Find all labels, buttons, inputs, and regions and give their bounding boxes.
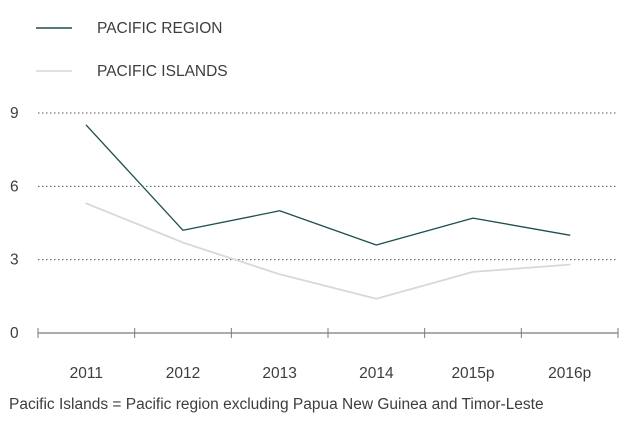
x-tick-label-2011: 2011 <box>70 365 103 382</box>
y-tick-label-3: 3 <box>10 252 19 269</box>
series-line-pacific-islands <box>85 202 571 300</box>
y-tick-label-9: 9 <box>10 105 19 122</box>
x-tick-label-2016p: 2016p <box>548 365 591 382</box>
series-lines <box>85 124 571 300</box>
legend-label-pacific-islands: PACIFIC ISLANDS <box>97 63 228 80</box>
footnote: Pacific Islands = Pacific region excludi… <box>9 396 544 413</box>
x-tick-label-2014: 2014 <box>359 365 394 382</box>
x-axis: 2011 2012 2013 2014 2015p 2016p <box>37 328 619 382</box>
x-tick-label-2012: 2012 <box>166 365 200 382</box>
y-tick-label-6: 6 <box>10 178 19 195</box>
y-tick-label-0: 0 <box>10 325 19 342</box>
series-line-pacific-region <box>85 124 571 246</box>
x-tick-label-2013: 2013 <box>262 365 296 382</box>
legend: PACIFIC REGION PACIFIC ISLANDS <box>36 20 228 80</box>
x-tick-label-2015p: 2015p <box>451 365 494 382</box>
legend-label-pacific-region: PACIFIC REGION <box>97 20 222 37</box>
y-axis-ticks: 0 3 6 9 <box>10 105 19 342</box>
gridlines <box>38 112 618 261</box>
